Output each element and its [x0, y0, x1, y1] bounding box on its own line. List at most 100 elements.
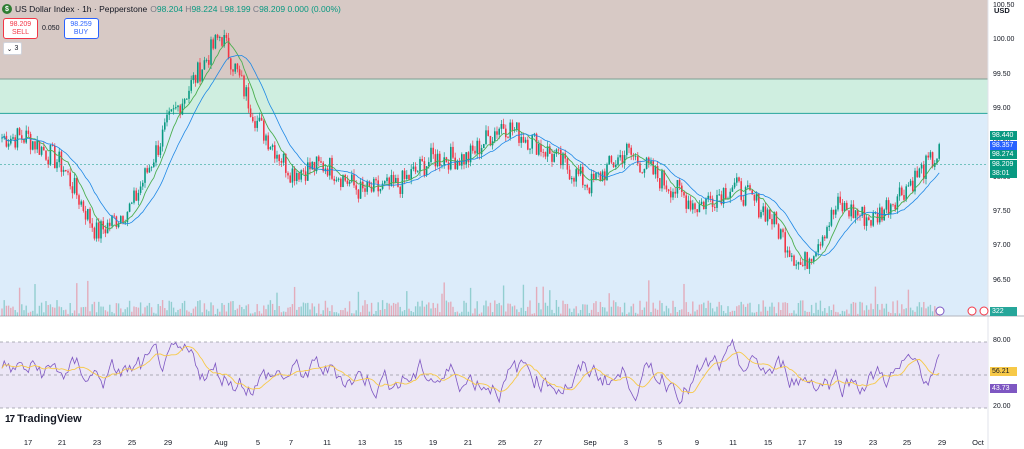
volume-bar	[73, 310, 76, 316]
volume-bar	[857, 313, 859, 316]
candle-body	[593, 173, 595, 179]
volume-bar	[905, 308, 907, 316]
symbol-title[interactable]: US Dollar Index · 1h · Pepperstone	[15, 4, 148, 14]
symbol-header: $ US Dollar Index · 1h · Pepperstone O98…	[2, 4, 341, 14]
candle-body	[69, 172, 71, 187]
candle-body	[271, 145, 274, 148]
rsi-axis-tick: 20.00	[993, 403, 1011, 410]
volume-bar	[27, 312, 30, 316]
time-axis-tick: 17	[23, 438, 33, 447]
volume-bar	[265, 309, 267, 316]
volume-bar	[564, 304, 566, 316]
volume-bar	[399, 306, 401, 316]
tradingview-logo[interactable]: 17 TradingView	[5, 413, 82, 425]
volume-bar	[478, 313, 481, 316]
candle-body	[797, 262, 800, 265]
candle-body	[199, 62, 201, 82]
candle-body	[496, 131, 498, 135]
candle-body	[219, 37, 221, 38]
candle-body	[95, 222, 98, 239]
candle-body	[410, 169, 412, 180]
candle-body	[223, 35, 225, 46]
volume-bar	[579, 309, 582, 316]
volume-bar	[854, 302, 857, 316]
volume-bar	[474, 308, 476, 316]
volume-bar	[513, 305, 516, 316]
volume-bar	[157, 303, 159, 316]
volume-bar	[36, 313, 38, 316]
candle-body	[324, 168, 327, 172]
volume-bar	[355, 310, 357, 316]
candle-body	[214, 34, 217, 49]
candle-body	[892, 204, 894, 206]
candle-body	[359, 181, 362, 199]
candle-body	[722, 187, 725, 205]
sell-button[interactable]: 98.209 SELL	[3, 18, 38, 39]
candle-body	[819, 244, 822, 246]
volume-bar	[76, 283, 78, 316]
candle-body	[128, 203, 131, 212]
candle-body	[775, 212, 778, 225]
candle-body	[14, 137, 16, 148]
candle-body	[903, 195, 905, 200]
price-axis-tick: 99.00	[993, 104, 1011, 112]
candle-body	[232, 69, 234, 72]
candle-body	[637, 156, 639, 164]
candle-body	[879, 207, 881, 223]
time-axis-tick: 25	[127, 438, 137, 447]
volume-bar	[425, 304, 428, 316]
volume-bar	[234, 310, 236, 316]
volume-bar	[47, 305, 49, 316]
volume-bar	[826, 312, 828, 316]
volume-bar	[808, 311, 811, 316]
buy-button[interactable]: 98.259 BUY	[63, 18, 99, 39]
volume-bar	[170, 301, 173, 316]
volume-bar	[89, 311, 91, 316]
indicators-toggle[interactable]: ⌄ 3	[3, 42, 22, 55]
time-axis-tick: Oct	[972, 438, 984, 447]
volume-bar	[839, 313, 841, 316]
volume-bar	[590, 309, 593, 316]
volume-bar	[210, 302, 212, 316]
volume-bar	[832, 304, 835, 316]
candle-body	[753, 194, 756, 201]
candle-body	[280, 161, 283, 163]
volume-bar	[194, 306, 197, 316]
low-value: 98.199	[224, 4, 251, 14]
candle-body	[267, 135, 269, 150]
candle-body	[419, 159, 421, 172]
candle-body	[742, 199, 745, 206]
volume-bar	[890, 313, 892, 316]
candle-body	[850, 204, 852, 217]
candle-body	[254, 121, 256, 128]
candle-body	[582, 166, 584, 186]
volume-bar	[791, 312, 793, 316]
rsi-value-label: 56.21	[990, 367, 1017, 376]
volume-bar	[720, 305, 723, 316]
volume-bar	[685, 302, 687, 316]
volume-bar	[696, 309, 698, 316]
candle-body	[320, 161, 322, 163]
volume-bar	[84, 306, 87, 316]
price-axis-tick: 100.50	[993, 1, 1015, 9]
candle-body	[843, 202, 846, 212]
volume-bar	[311, 303, 313, 316]
volume-bar	[575, 306, 577, 316]
volume-bar	[289, 307, 291, 316]
candle-body	[287, 172, 289, 176]
candle-body	[29, 133, 32, 150]
candle-body	[434, 154, 437, 167]
currency-label[interactable]: USD	[994, 6, 1010, 15]
candle-body	[164, 122, 166, 130]
candle-body	[681, 185, 683, 193]
volume-bar	[711, 308, 714, 316]
candle-body	[124, 222, 126, 224]
candle-body	[84, 210, 87, 220]
candle-body	[694, 203, 696, 210]
candle-body	[23, 139, 25, 143]
candle-body	[601, 171, 604, 181]
volume-bar	[454, 312, 456, 316]
volume-bar	[458, 313, 461, 316]
volume-bar	[883, 308, 885, 316]
